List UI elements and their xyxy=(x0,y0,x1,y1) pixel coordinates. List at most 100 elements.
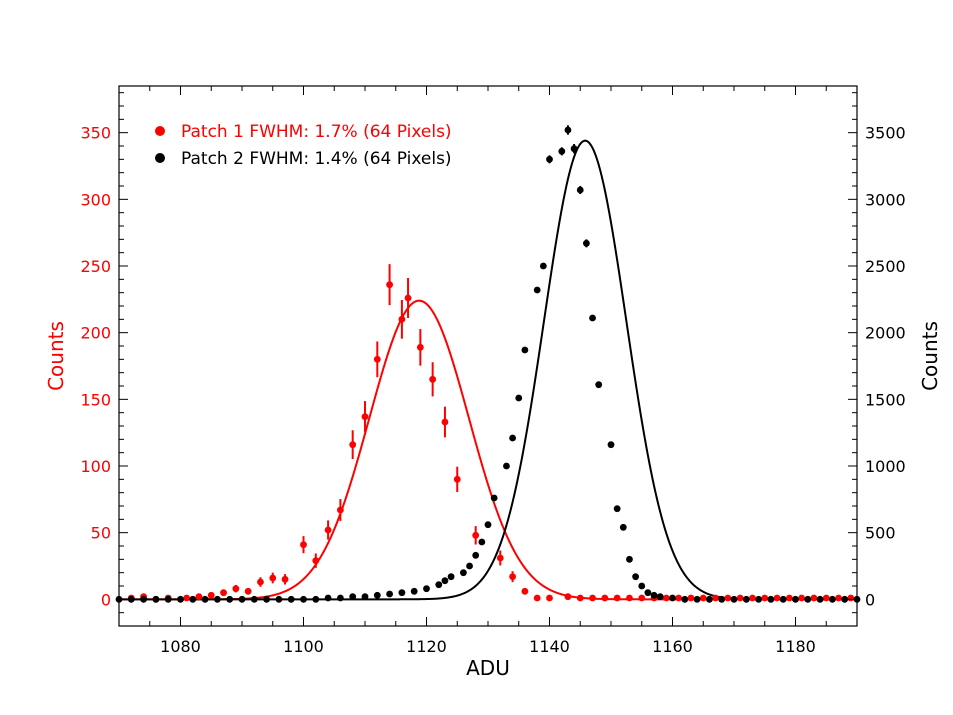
data-point-patch2 xyxy=(127,595,135,603)
y-right-tick-label: 500 xyxy=(865,524,896,543)
data-point-patch2 xyxy=(546,155,553,163)
data-point-patch1 xyxy=(662,594,670,602)
data-point-patch2 xyxy=(693,595,701,603)
data-point-patch2 xyxy=(755,595,762,603)
data-point-patch1 xyxy=(785,594,793,602)
data-point-patch1 xyxy=(244,587,252,595)
data-point-patch1 xyxy=(835,594,842,602)
data-point-patch1 xyxy=(281,575,289,583)
data-point-patch2 xyxy=(816,595,824,603)
legend-marker-patch1 xyxy=(155,126,165,136)
data-point-patch2 xyxy=(626,555,633,563)
y-right-tick-label: 2000 xyxy=(865,324,906,343)
data-point-patch1 xyxy=(257,578,264,586)
data-point-patch2 xyxy=(730,595,738,603)
y-right-tick-label: 1000 xyxy=(865,457,906,476)
data-point-patch1 xyxy=(798,594,806,602)
data-point-patch2 xyxy=(361,593,369,601)
data-point-patch1 xyxy=(404,294,412,302)
data-point-patch1 xyxy=(373,355,381,363)
data-point-patch2 xyxy=(503,462,510,470)
data-point-patch1 xyxy=(453,475,461,483)
data-point-patch2 xyxy=(638,582,646,590)
data-point-patch1 xyxy=(749,594,756,602)
data-point-patch1 xyxy=(324,526,332,534)
data-point-patch2 xyxy=(466,562,473,570)
data-point-patch2 xyxy=(441,577,449,585)
data-point-patch2 xyxy=(656,593,664,601)
data-point-patch2 xyxy=(460,569,467,577)
data-point-patch1 xyxy=(416,343,424,351)
data-point-patch1 xyxy=(687,594,695,602)
data-point-patch1 xyxy=(546,594,553,602)
legend: Patch 1 FWHM: 1.7% (64 Pixels) Patch 2 F… xyxy=(155,122,452,169)
data-point-patch1 xyxy=(564,593,572,601)
data-point-patch2 xyxy=(312,595,320,603)
data-point-patch2 xyxy=(804,595,812,603)
data-point-patch1 xyxy=(269,574,277,582)
data-point-patch2 xyxy=(779,595,787,603)
legend-label-patch2: Patch 2 FWHM: 1.4% (64 Pixels) xyxy=(181,149,452,169)
legend-label-patch1: Patch 1 FWHM: 1.7% (64 Pixels) xyxy=(181,122,452,142)
data-point-patch2 xyxy=(564,126,572,134)
data-point-patch1 xyxy=(761,594,769,602)
data-point-patch2 xyxy=(201,595,209,603)
y-left-tick-label: 250 xyxy=(80,257,111,276)
data-point-patch1 xyxy=(207,591,215,599)
data-point-patch2 xyxy=(576,186,584,194)
data-point-patch2 xyxy=(410,587,418,595)
data-point-patch2 xyxy=(226,595,234,603)
data-point-patch1 xyxy=(699,594,707,602)
data-point-patch2 xyxy=(238,595,246,603)
data-point-patch1 xyxy=(613,594,621,602)
fit-curve-patch1 xyxy=(119,299,857,601)
data-point-patch1 xyxy=(822,594,830,602)
data-point-patch2 xyxy=(152,595,160,603)
fit-curve-patch2 xyxy=(119,139,857,601)
data-point-patch1 xyxy=(626,594,633,602)
data-point-patch2 xyxy=(829,595,836,603)
data-point-patch2 xyxy=(300,595,307,603)
data-point-patch1 xyxy=(300,541,307,549)
data-point-patch1 xyxy=(441,418,449,426)
data-point-patch2 xyxy=(521,346,529,354)
data-point-patch1 xyxy=(675,594,683,602)
data-point-patch1 xyxy=(220,589,227,597)
data-points xyxy=(115,126,861,603)
data-point-patch1 xyxy=(736,594,744,602)
data-point-patch2 xyxy=(140,595,148,603)
data-point-patch2 xyxy=(373,591,381,599)
data-point-patch2 xyxy=(275,595,283,603)
data-point-patch2 xyxy=(398,589,406,597)
data-point-patch2 xyxy=(613,505,621,513)
data-point-patch2 xyxy=(478,538,486,546)
data-point-patch1 xyxy=(712,594,719,602)
data-point-patch2 xyxy=(841,595,849,603)
y-axis-right-label: Counts xyxy=(918,321,942,391)
x-tick-label: 1100 xyxy=(283,637,324,656)
data-point-patch1 xyxy=(429,375,437,383)
data-point-patch2 xyxy=(558,147,566,155)
data-point-patch1 xyxy=(638,594,646,602)
fit-curves xyxy=(119,139,857,601)
data-point-patch2 xyxy=(250,595,258,603)
data-point-patch2 xyxy=(349,593,357,601)
data-point-patch1 xyxy=(232,585,240,593)
data-point-patch1 xyxy=(724,594,732,602)
data-point-patch2 xyxy=(570,145,578,153)
y-left-tick-label: 100 xyxy=(80,457,111,476)
x-tick-label: 1120 xyxy=(406,637,447,656)
data-point-patch2 xyxy=(706,595,713,603)
data-point-patch2 xyxy=(490,494,498,502)
x-tick-label: 1140 xyxy=(529,637,570,656)
data-point-patch2 xyxy=(583,239,590,247)
data-point-patch2 xyxy=(669,594,676,602)
data-point-patch2 xyxy=(214,595,221,603)
data-point-patch2 xyxy=(539,262,547,270)
data-point-patch2 xyxy=(447,573,455,581)
x-tick-label: 1180 xyxy=(775,637,816,656)
data-point-patch2 xyxy=(263,595,270,603)
data-point-patch1 xyxy=(312,557,320,565)
data-point-patch2 xyxy=(718,595,726,603)
data-point-patch2 xyxy=(650,591,658,599)
